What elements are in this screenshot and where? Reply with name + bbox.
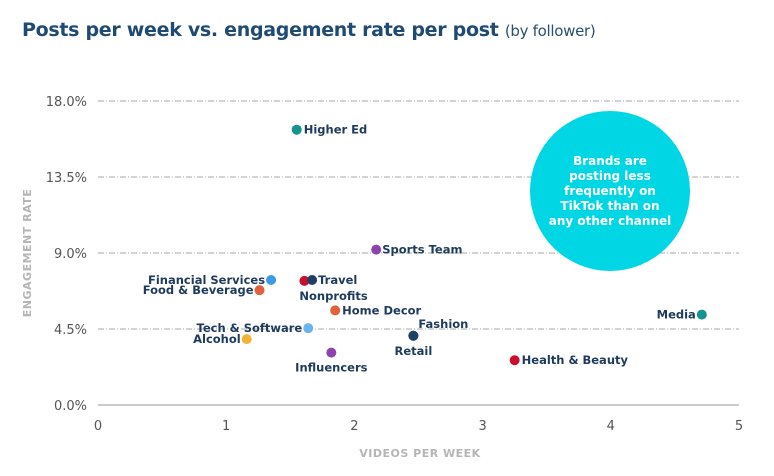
point-label: Tech & Software — [197, 321, 303, 335]
y-tick-label: 0.0% — [54, 399, 87, 414]
y-axis-label: ENGAGEMENT RATE — [21, 189, 34, 317]
data-point — [307, 275, 318, 286]
data-point — [254, 285, 265, 296]
data-point — [303, 323, 314, 334]
point-label: Home Decor — [342, 303, 421, 317]
point-label: Sports Team — [382, 243, 462, 257]
x-tick-label: 1 — [222, 419, 230, 434]
data-point — [509, 355, 520, 366]
annotation-text: Brands are posting less frequently on Ti… — [548, 153, 672, 228]
point-label: Nonprofits — [299, 289, 368, 303]
point-label: Financial Services — [148, 273, 265, 287]
x-tick-label: 4 — [607, 419, 615, 434]
point-label: Fashion — [418, 317, 468, 331]
x-axis-label: VIDEOS PER WEEK — [359, 447, 480, 460]
annotation-bubble: Brands are posting less frequently on Ti… — [530, 111, 690, 271]
y-tick-label: 13.5% — [46, 171, 87, 186]
x-tick-label: 0 — [94, 419, 102, 434]
point-label: Food & Beverage — [143, 283, 254, 297]
title-main: Posts per week vs. engagement rate per p… — [22, 19, 499, 41]
data-point — [241, 334, 252, 345]
point-label: Influencers — [295, 361, 367, 375]
data-point — [696, 309, 707, 320]
y-tick-label: 18.0% — [46, 95, 87, 110]
data-point — [330, 305, 341, 316]
y-tick-label: 4.5% — [54, 323, 87, 338]
data-point — [291, 124, 302, 135]
data-point — [299, 275, 310, 286]
data-point — [326, 347, 337, 358]
x-tick-label: 2 — [350, 419, 358, 434]
point-label: Higher Ed — [304, 123, 368, 137]
y-tick-label: 9.0% — [54, 247, 87, 262]
chart-title: Posts per week vs. engagement rate per p… — [22, 19, 596, 41]
point-label: Health & Beauty — [522, 353, 629, 367]
point-label: Travel — [318, 273, 357, 287]
data-point — [371, 244, 382, 255]
data-point — [408, 330, 419, 341]
point-label: Alcohol — [193, 332, 241, 346]
x-tick-label: 5 — [735, 419, 743, 434]
data-point — [266, 275, 277, 286]
title-subtitle: (by follower) — [504, 22, 596, 40]
x-tick-label: 3 — [478, 419, 486, 434]
point-label: Retail — [394, 344, 432, 358]
point-label: Media — [657, 308, 696, 322]
